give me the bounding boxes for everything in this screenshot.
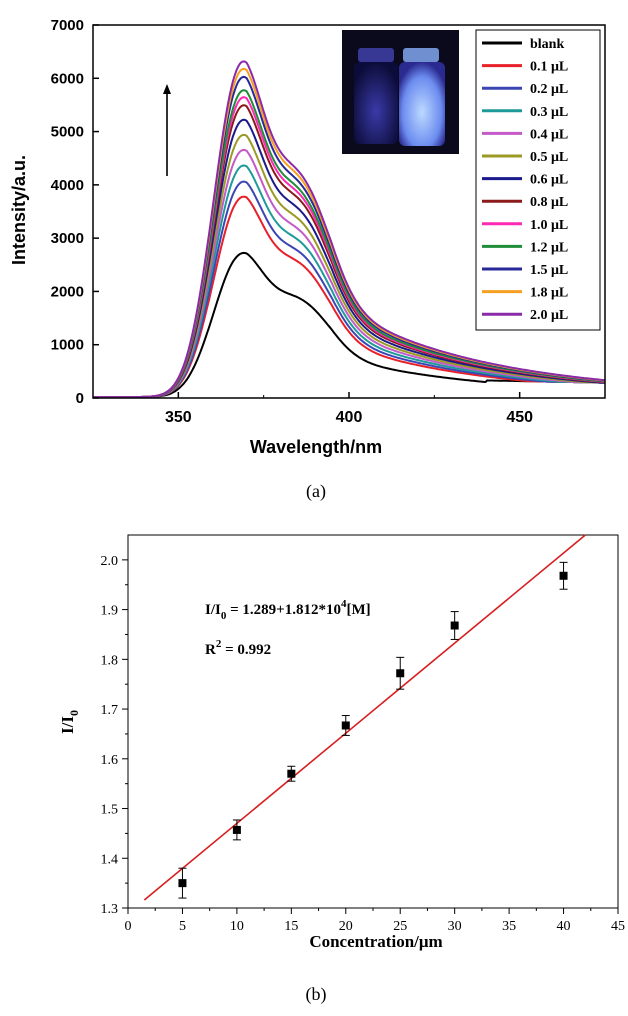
svg-text:I/I0 = 1.289+1.812*104[M]: I/I0 = 1.289+1.812*104[M] — [205, 598, 371, 622]
x-tick-label: 10 — [230, 919, 244, 934]
y-tick-label: 2000 — [51, 283, 84, 300]
legend-label: 1.0 μL — [530, 218, 568, 233]
up-arrow-icon — [163, 84, 171, 176]
y-tick-label: 0 — [76, 390, 84, 407]
y-tick-label: 1.4 — [101, 852, 119, 867]
legend-label: 1.8 μL — [530, 286, 568, 301]
y-tick-label: 4000 — [51, 177, 84, 194]
data-point — [559, 561, 568, 590]
data-point — [341, 715, 350, 736]
legend-label: 1.2 μL — [530, 240, 568, 255]
spectra-curves — [93, 60, 606, 399]
x-tick-label: 350 — [165, 409, 192, 426]
x-tick-label: 450 — [506, 409, 533, 426]
data-point — [450, 611, 459, 640]
fit-line — [143, 534, 586, 901]
x-tick-label: 25 — [393, 919, 407, 934]
y-tick-label: 5000 — [51, 124, 84, 141]
data-point — [396, 656, 405, 690]
svg-text:I/I0: I/I0 — [58, 710, 81, 734]
legend-label: 0.1 μL — [530, 60, 568, 75]
chart-b: 0 5 10 15 20 25 30 35 40 45 1.3 1.4 1.5 1.6 1.7 1.8 1.9… — [58, 534, 625, 1005]
data-point — [178, 867, 187, 899]
legend-label: 0.2 μL — [530, 82, 568, 97]
y-tick-label: 1.8 — [101, 653, 119, 668]
vials-photo — [342, 30, 459, 154]
x-tick-label: 35 — [502, 919, 516, 934]
x-tick-label: 40 — [557, 919, 571, 934]
legend-label: 1.5 μL — [530, 263, 568, 278]
data-points — [178, 561, 568, 899]
x-axis-label-a: Wavelength/nm — [250, 437, 382, 457]
y-axis-a: 0 1000 2000 3000 4000 5000 6000 7000 — [51, 17, 99, 407]
y-tick-label: 6000 — [51, 70, 84, 87]
legend-label: 2.0 μL — [530, 308, 568, 323]
data-point — [232, 819, 241, 841]
x-tick-label: 5 — [179, 919, 186, 934]
x-axis-b: 0 5 10 15 20 25 30 35 40 45 — [125, 908, 625, 934]
y-tick-label: 3000 — [51, 230, 84, 247]
y-tick-label: 1.3 — [101, 902, 119, 917]
panel-label-a: (a) — [306, 481, 326, 502]
legend-label: 0.5 μL — [530, 150, 568, 165]
y-tick-label: 2.0 — [101, 554, 119, 569]
x-tick-label: 20 — [339, 919, 353, 934]
r-squared: R2 = 0.992 — [205, 638, 271, 658]
data-point — [287, 765, 296, 782]
x-tick-label: 400 — [336, 409, 363, 426]
spectrum-line — [93, 60, 606, 399]
y-axis-label-a: Intensity/a.u. — [9, 155, 29, 265]
legend-label: 0.4 μL — [530, 127, 568, 142]
y-axis-b: 1.3 1.4 1.5 1.6 1.7 1.8 1.9 2.0 — [101, 554, 128, 917]
y-tick-label: 1.6 — [101, 753, 119, 768]
x-axis-label-b: Concentration/μm — [309, 932, 442, 951]
fit-equation: I/I0 = 1.289+1.812*104[M] — [205, 598, 371, 622]
chart-a: 350 400 450 01000200030004000500060007000 … — [9, 17, 606, 502]
legend-a: blank 0.1 μL 0.2 μL 0.3 μL 0.4 μL 0.5 μL 0.6 μ… — [475, 29, 601, 331]
y-tick-label: 1.5 — [101, 803, 119, 818]
y-tick-label: 1.7 — [101, 703, 119, 718]
panel-label-b: (b) — [306, 984, 327, 1005]
legend-label: 0.6 μL — [530, 173, 568, 188]
fit-line-segment — [143, 534, 586, 901]
legend-label: blank — [530, 37, 564, 52]
x-tick-label: 45 — [611, 919, 625, 934]
x-tick-label: 30 — [448, 919, 462, 934]
y-tick-label: 1000 — [51, 337, 84, 354]
legend-label: 0.8 μL — [530, 195, 568, 210]
x-axis-a: 350 400 450 — [92, 392, 606, 426]
y-tick-label: 7000 — [51, 17, 84, 34]
y-tick-label: 1.9 — [101, 604, 119, 619]
legend-label: 0.3 μL — [530, 105, 568, 120]
svg-text:R2 = 0.992: R2 = 0.992 — [205, 638, 271, 658]
x-tick-label: 15 — [284, 919, 298, 934]
x-tick-label: 0 — [125, 919, 132, 934]
y-axis-label-b: I/I0 — [58, 710, 81, 734]
